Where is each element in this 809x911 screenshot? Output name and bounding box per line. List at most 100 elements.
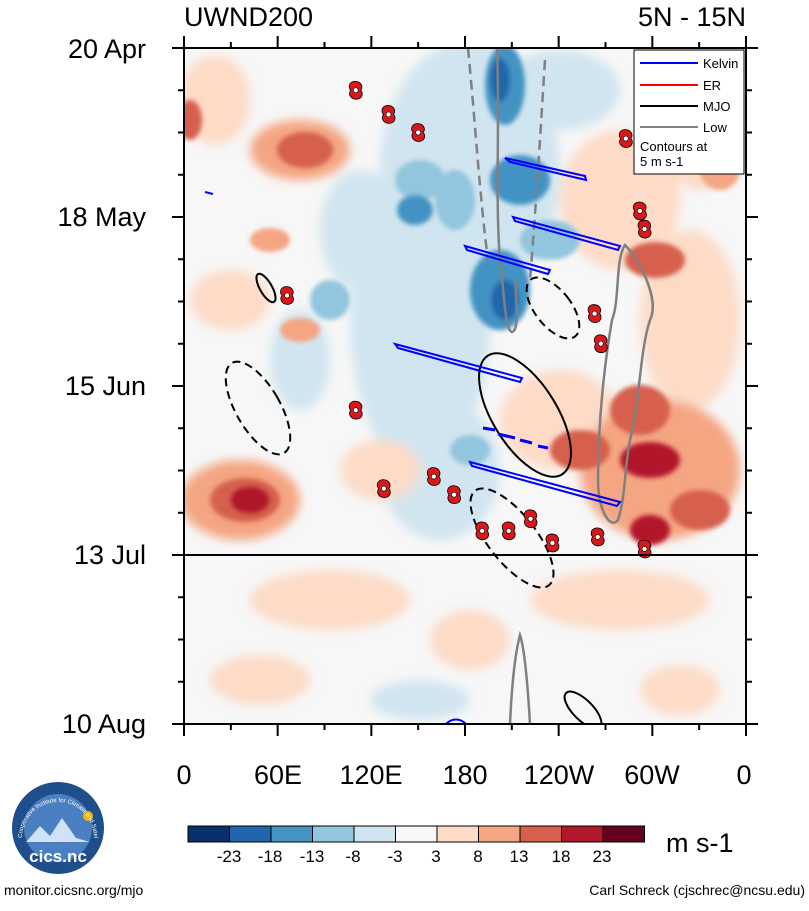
legend-note-line2: 5 m s-1 xyxy=(640,154,683,169)
mjo-contour-5 xyxy=(255,272,277,304)
tropical-cyclone-icon xyxy=(587,304,602,323)
tropical-cyclone-icon xyxy=(632,201,647,221)
y-tick-label: 20 Apr xyxy=(68,34,146,64)
mjo-contour-2 xyxy=(224,360,292,456)
cicsnc-logo: Cooperative Institute for Climate and Sa… xyxy=(0,0,104,874)
tropical-cyclone-icon xyxy=(348,400,363,420)
tropical-cyclone-icon xyxy=(411,123,426,142)
tropical-cyclone-eye xyxy=(591,310,598,317)
tropical-cyclone-eye xyxy=(479,528,485,534)
legend: Kelvin ER MJO Low Contours at 5 m s-1 xyxy=(633,49,745,175)
tropical-cyclone-icon xyxy=(637,219,652,239)
colorbar-box xyxy=(602,825,645,843)
tropical-cyclone-icon xyxy=(637,539,652,559)
chart-title-right: 5N - 15N xyxy=(638,2,746,32)
kelvin-contour-5 xyxy=(468,460,622,508)
legend-label-er: ER xyxy=(703,78,721,93)
colorbar-tick-label: -18 xyxy=(258,847,283,866)
tropical-cyclone-icon xyxy=(280,286,294,305)
tropical-cyclone-icon xyxy=(376,479,391,499)
tropical-cyclone-eye xyxy=(622,135,629,142)
colorbar xyxy=(187,825,645,843)
logo-text: cics.nc xyxy=(29,847,87,866)
tropical-cyclone-icon xyxy=(545,533,560,553)
y-axis-labels: 20 Apr 18 May 15 Jun 13 Jul 10 Aug xyxy=(57,34,146,739)
colorbar-tick-label: 18 xyxy=(552,847,571,866)
colorbar-box xyxy=(312,825,355,843)
tropical-cyclone-eye xyxy=(594,534,601,540)
tropical-cyclone-icon xyxy=(593,334,608,354)
legend-box xyxy=(633,49,745,175)
y-tick-label: 18 May xyxy=(57,202,146,232)
kelvin-contour-6 xyxy=(482,426,549,450)
tropical-cyclone-icon xyxy=(381,104,396,124)
footer-url: monitor.cicsnc.org/mjo xyxy=(4,882,143,898)
legend-label-low: Low xyxy=(703,120,727,135)
shading-field xyxy=(184,48,746,724)
colorbar-box xyxy=(270,825,313,843)
kelvin-contour-1 xyxy=(504,157,588,182)
tropical-cyclone-markers xyxy=(280,80,652,559)
tropical-cyclone-eye xyxy=(284,292,290,299)
y-tick-label: 13 Jul xyxy=(74,540,146,570)
kelvin-contour-2 xyxy=(511,215,622,252)
tropical-cyclone-eye xyxy=(641,226,648,232)
colorbar-labels: -23 -18 -13 -8 -3 3 8 13 18 23 xyxy=(217,847,612,866)
contour-overlays xyxy=(204,48,654,724)
tropical-cyclone-icon xyxy=(475,521,490,541)
colorbar-box xyxy=(395,825,438,843)
footer-credit: Carl Schreck (cjschrec@ncsu.edu) xyxy=(589,882,805,898)
colorbar-unit: m s-1 xyxy=(666,828,734,858)
colorbar-tick-label: -23 xyxy=(217,847,242,866)
axis-ticks xyxy=(172,36,758,736)
colorbar-box xyxy=(229,825,272,843)
tropical-cyclone-icon xyxy=(501,521,516,541)
tropical-cyclone-eye xyxy=(415,129,421,136)
legend-label-mjo: MJO xyxy=(703,99,730,114)
logo-mountains-icon xyxy=(26,818,90,842)
tropical-cyclone-icon xyxy=(348,80,363,100)
tropical-cyclone-eye xyxy=(641,546,648,552)
low-contour-1 xyxy=(495,48,518,334)
colorbar-box xyxy=(436,825,479,843)
x-tick-label: 0 xyxy=(736,760,751,790)
tropical-cyclone-eye xyxy=(637,208,643,214)
colorbar-tick-label: -8 xyxy=(345,847,360,866)
y-tick-label: 10 Aug xyxy=(62,709,146,739)
colorbar-tick-label: 23 xyxy=(593,847,612,866)
colorbar-tick-label: -3 xyxy=(387,847,402,866)
mjo-contour-1 xyxy=(478,352,572,478)
x-tick-label: 120E xyxy=(339,760,402,790)
colorbar-box xyxy=(519,825,562,843)
tropical-cyclone-icon xyxy=(590,527,605,547)
low-contour-2 xyxy=(596,243,654,524)
kelvin-contour-4 xyxy=(392,342,524,384)
tropical-cyclone-icon xyxy=(523,509,538,529)
low-contour-dashed-2 xyxy=(528,59,547,281)
tropical-cyclone-eye xyxy=(527,515,534,522)
colorbar-box xyxy=(478,825,521,843)
colorbar-tick-label: 13 xyxy=(510,847,529,866)
tropical-cyclone-eye xyxy=(549,540,556,546)
low-contour-3 xyxy=(508,630,532,724)
tropical-cyclone-icon xyxy=(618,129,633,148)
kelvin-contour-7 xyxy=(204,191,214,195)
kelvin-contour-3 xyxy=(463,244,552,276)
colorbar-box xyxy=(353,825,396,843)
tropical-cyclone-eye xyxy=(598,340,604,347)
legend-note-line1: Contours at xyxy=(640,139,708,154)
tropical-cyclone-eye xyxy=(352,87,359,94)
mjo-contour-3 xyxy=(525,276,581,340)
kelvin-contour-8 xyxy=(445,718,467,724)
tropical-cyclone-eye xyxy=(385,111,392,118)
chart-title-left: UWND200 xyxy=(184,2,313,32)
x-tick-label: 180 xyxy=(442,760,487,790)
tropical-cyclone-icon xyxy=(447,485,461,505)
tropical-cyclone-icon xyxy=(426,467,441,486)
mjo-contour-6 xyxy=(563,690,603,724)
logo-sun-icon xyxy=(83,811,93,821)
x-tick-label: 60E xyxy=(254,760,302,790)
legend-label-kelvin: Kelvin xyxy=(703,56,738,71)
x-tick-label: 120W xyxy=(524,760,595,790)
